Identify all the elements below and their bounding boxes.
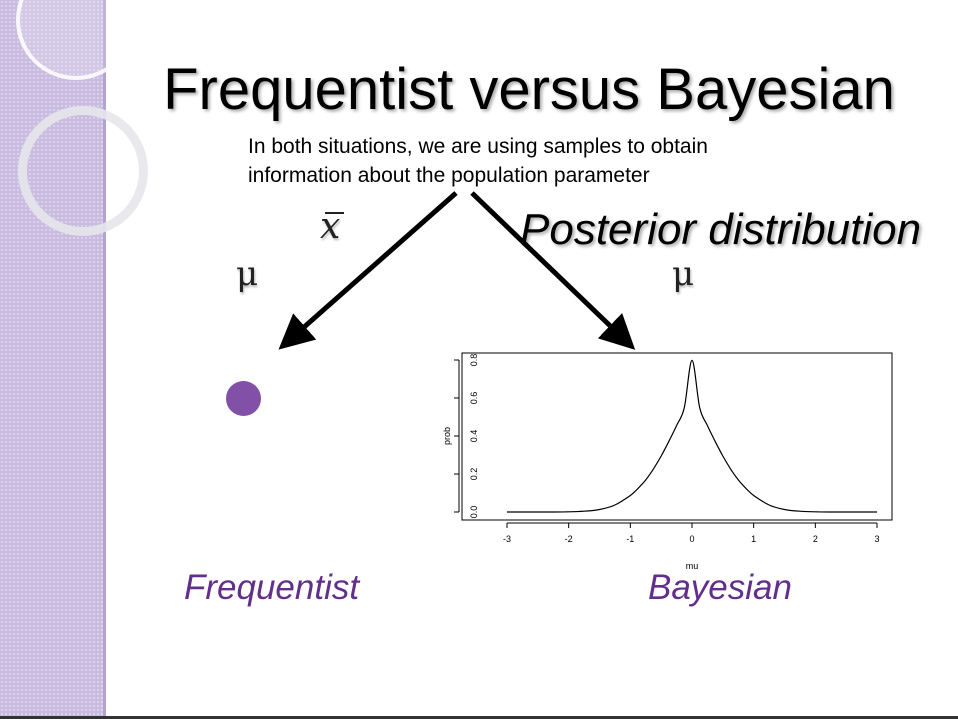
y-tick-label: 0.0 xyxy=(469,506,479,519)
bottom-border xyxy=(0,716,958,719)
posterior-distribution-label: Posterior distribution xyxy=(520,205,922,254)
density-curve xyxy=(507,359,877,513)
plot-frame xyxy=(461,352,893,521)
y-tick-label: 0.4 xyxy=(469,430,479,443)
frequentist-label: Frequentist xyxy=(184,568,360,607)
chart-axes: -3 -2 -1 0 1 2 3 0.0 0.2 0.4 0.6 0.8 xyxy=(454,354,880,544)
decorative-ring-middle xyxy=(18,106,148,236)
slide-title: Frequentist versus Bayesian xyxy=(163,57,895,122)
y-axis-label: prob xyxy=(442,427,452,445)
bayesian-label: Bayesian xyxy=(648,568,792,607)
x-tick-label: 2 xyxy=(813,534,818,544)
x-tick-label: -3 xyxy=(503,534,511,544)
slide-subtitle: In both situations, we are using samples… xyxy=(248,132,808,190)
y-tick-label: 0.6 xyxy=(469,392,479,405)
x-tick-label: 3 xyxy=(874,534,879,544)
x-tick-label: -2 xyxy=(565,534,573,544)
mu-symbol-right: μ xyxy=(672,254,695,294)
y-tick-label: 0.2 xyxy=(469,468,479,481)
subtitle-line-2: information about the population paramet… xyxy=(248,164,650,187)
y-tick-label: 0.8 xyxy=(469,354,479,367)
posterior-density-chart: -3 -2 -1 0 1 2 3 0.0 0.2 0.4 0.6 0.8 mu prob xyxy=(442,352,893,571)
overbar xyxy=(325,212,344,214)
sample-mean-symbol: x xyxy=(320,206,344,247)
x-axis-label: mu xyxy=(686,561,699,571)
mu-symbol-left: μ xyxy=(236,254,259,294)
arrow-to-frequentist xyxy=(278,191,458,350)
x-tick-label: -1 xyxy=(626,534,634,544)
arrow-to-bayesian xyxy=(470,191,636,350)
sidebar-edge xyxy=(103,0,106,719)
x-tick-label: 0 xyxy=(689,534,694,544)
x-tick-label: 1 xyxy=(751,534,756,544)
subtitle-line-1: In both situations, we are using samples… xyxy=(248,135,708,158)
point-estimate-dot xyxy=(226,381,261,416)
xbar-letter: x xyxy=(320,206,341,247)
